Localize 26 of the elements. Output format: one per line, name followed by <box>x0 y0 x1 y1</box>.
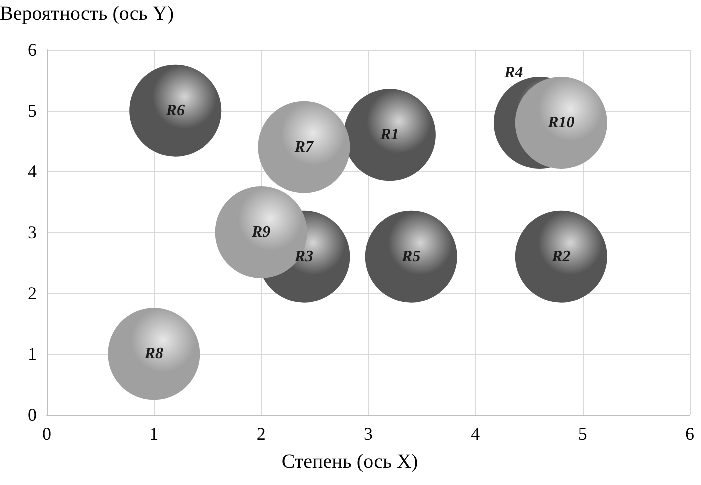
annotation: R8 <box>144 346 164 363</box>
x-tick-label: 3 <box>364 424 373 444</box>
y-tick-label: 4 <box>28 162 37 182</box>
annotation: R9 <box>250 224 271 241</box>
annotation: R5 <box>401 248 421 266</box>
y-tick-label: 6 <box>28 40 37 60</box>
y-tick-label: 3 <box>28 222 37 242</box>
y-tick-label: 5 <box>28 100 37 121</box>
x-tick-label: 6 <box>686 424 694 444</box>
annotation: R6 <box>165 102 185 120</box>
y-tick-label: 0 <box>28 405 37 425</box>
annotation: R4 <box>504 64 524 82</box>
x-tick-label: 2 <box>256 424 266 444</box>
x-tick-label: 0 <box>42 424 52 444</box>
x-tick-label: 5 <box>578 424 588 444</box>
x-axis-title: Степень (ось X) <box>282 451 418 473</box>
y-tick-label: 2 <box>28 283 37 304</box>
annotation: R7 <box>294 138 315 156</box>
y-tick-label: 1 <box>28 344 37 364</box>
y-axis-title: Вероятность (ось Y) <box>0 3 174 25</box>
annotation: R2 <box>551 248 571 266</box>
x-tick-label: 1 <box>150 424 159 444</box>
annotation: R10 <box>547 114 575 132</box>
x-tick-label: 4 <box>471 424 480 444</box>
annotation: R3 <box>294 248 314 266</box>
annotation: R1 <box>380 126 400 144</box>
